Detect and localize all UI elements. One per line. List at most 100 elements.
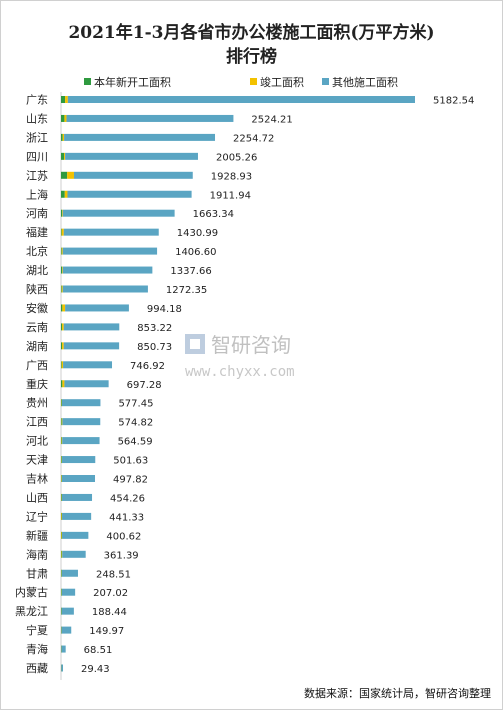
bar-segment bbox=[61, 569, 62, 577]
value-label: 2005.26 bbox=[216, 152, 257, 163]
value-label: 564.59 bbox=[118, 437, 153, 448]
watermark: 智研咨询 www.chyxx.com bbox=[183, 330, 323, 389]
legend-label: 其他施工面积 bbox=[332, 76, 398, 89]
value-label: 1272.35 bbox=[166, 285, 207, 296]
category-label: 河南 bbox=[26, 207, 48, 220]
bar-segment bbox=[61, 569, 78, 577]
bar-segment bbox=[62, 209, 175, 217]
bar-segment bbox=[61, 437, 63, 445]
bar-segment bbox=[62, 133, 65, 141]
category-label: 江苏 bbox=[26, 169, 48, 182]
category-label: 贵州 bbox=[26, 397, 48, 410]
bar-segment bbox=[64, 380, 109, 388]
category-label: 山东 bbox=[26, 112, 48, 125]
bar-segment bbox=[61, 285, 62, 293]
bar-segment bbox=[61, 588, 76, 596]
value-label: 574.82 bbox=[118, 418, 153, 429]
value-label: 697.28 bbox=[127, 380, 162, 391]
category-label: 福建 bbox=[26, 225, 48, 239]
bar-segment bbox=[63, 228, 159, 236]
category-label: 安徽 bbox=[26, 301, 48, 315]
category-label: 北京 bbox=[26, 244, 48, 258]
bar-segment bbox=[64, 152, 66, 160]
bar-segment bbox=[66, 114, 234, 122]
bar-segment bbox=[61, 285, 63, 293]
bar-segment bbox=[64, 114, 67, 122]
bar-segment bbox=[62, 512, 92, 520]
value-label: 746.92 bbox=[130, 361, 165, 372]
bar-segment bbox=[61, 380, 63, 388]
bar-segment bbox=[62, 342, 64, 350]
bar-segment bbox=[61, 531, 62, 539]
bar-segment bbox=[61, 475, 96, 482]
bar-segment bbox=[67, 190, 192, 198]
bar-segment bbox=[61, 96, 66, 103]
bar-segment bbox=[65, 96, 68, 103]
value-label: 454.26 bbox=[110, 493, 145, 504]
bar-segment bbox=[61, 493, 93, 501]
bar-segment bbox=[63, 323, 120, 331]
category-label: 山西 bbox=[26, 491, 48, 504]
bar-segment bbox=[62, 285, 148, 293]
category-label: 青海 bbox=[26, 642, 48, 656]
bar-segment bbox=[62, 531, 89, 539]
value-label: 29.43 bbox=[81, 664, 110, 675]
legend-label: 竣工面积 bbox=[260, 75, 304, 89]
bar-segment bbox=[61, 512, 63, 520]
value-label: 1406.60 bbox=[175, 247, 216, 258]
chart-title-line1: 2021年1-3月各省市办公楼施工面积(万平方米) bbox=[68, 23, 435, 43]
legend-swatch bbox=[250, 78, 257, 85]
value-label: 188.44 bbox=[92, 607, 127, 618]
category-label: 西藏 bbox=[26, 662, 48, 675]
value-label: 1663.34 bbox=[193, 209, 234, 220]
category-label: 河北 bbox=[26, 435, 48, 448]
category-label: 宁夏 bbox=[26, 623, 48, 637]
bar-segment bbox=[61, 152, 65, 160]
category-label: 广西 bbox=[26, 359, 48, 372]
bar-segment bbox=[63, 361, 113, 369]
bar-segment bbox=[61, 493, 62, 501]
category-label: 云南 bbox=[26, 321, 48, 334]
bar-segment bbox=[64, 133, 216, 141]
bar-segment bbox=[61, 645, 66, 653]
bar-segment bbox=[62, 323, 64, 331]
bar-segment bbox=[61, 399, 63, 407]
category-label: 浙江 bbox=[26, 131, 48, 144]
bar-segment bbox=[61, 418, 62, 426]
bar-segment bbox=[61, 228, 64, 236]
bar-segment bbox=[62, 209, 63, 217]
bar-segment bbox=[61, 323, 63, 331]
value-label: 441.33 bbox=[109, 512, 144, 523]
category-label: 江西 bbox=[26, 416, 48, 429]
bar-segment bbox=[62, 418, 101, 426]
value-label: 5182.54 bbox=[433, 96, 474, 107]
bar-segment bbox=[61, 531, 63, 539]
value-label: 68.51 bbox=[84, 645, 113, 656]
category-label: 内蒙古 bbox=[15, 585, 48, 599]
bar-segment bbox=[61, 133, 63, 141]
legend-swatch bbox=[322, 78, 329, 85]
value-label: 577.45 bbox=[118, 399, 153, 410]
bar-segment bbox=[61, 342, 63, 350]
bar-segment bbox=[63, 342, 120, 350]
bar-segment bbox=[61, 456, 63, 464]
category-label: 湖北 bbox=[26, 264, 48, 277]
bar-segment bbox=[61, 171, 68, 179]
bar-segment bbox=[61, 626, 72, 634]
bar-segment bbox=[61, 607, 74, 615]
bar-segment bbox=[61, 361, 64, 369]
bar-segment bbox=[61, 209, 63, 217]
value-label: 400.62 bbox=[106, 531, 141, 542]
bar-segment bbox=[61, 266, 63, 274]
bar-segment bbox=[65, 304, 129, 312]
data-source-note: 数据来源：国家统计局，智研咨询整理 bbox=[304, 687, 491, 700]
value-label: 1337.66 bbox=[170, 266, 211, 277]
watermark-brand: 智研咨询 bbox=[211, 333, 291, 357]
category-label: 四川 bbox=[26, 150, 48, 163]
bar-segment bbox=[61, 493, 63, 501]
category-label: 天津 bbox=[26, 454, 48, 467]
bar-segment bbox=[65, 152, 198, 160]
bar-segment bbox=[61, 228, 62, 236]
bar-segment bbox=[62, 266, 63, 274]
bar-segment bbox=[61, 304, 63, 312]
